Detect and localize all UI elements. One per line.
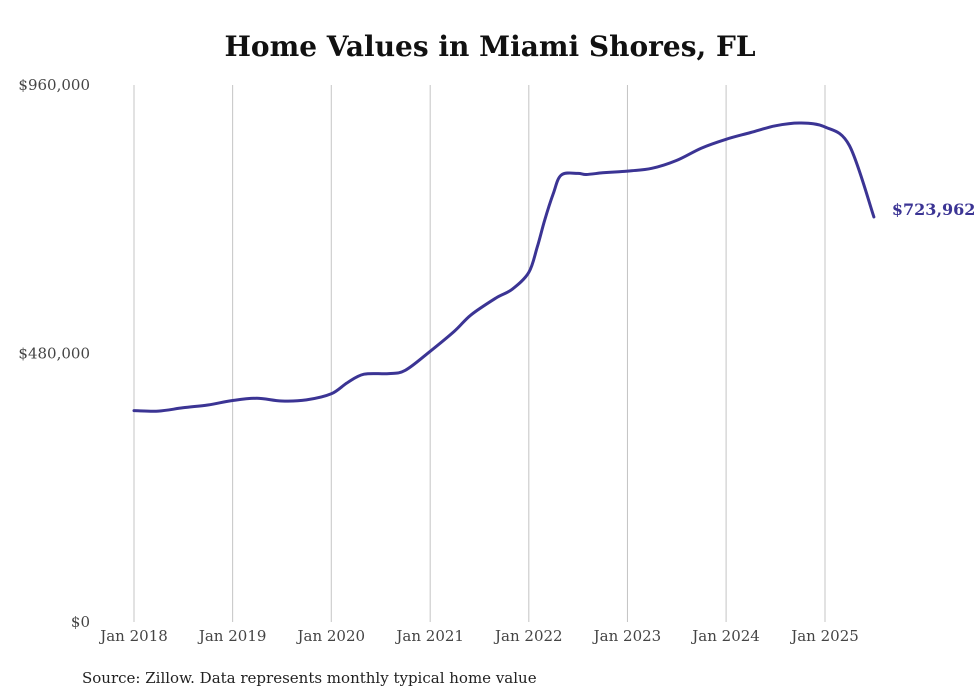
y-axis-ticks: $0 $480,000 $960,000 [18, 76, 90, 631]
y-tick-label: $480,000 [18, 345, 90, 363]
x-tick-label: Jan 2021 [394, 627, 464, 645]
x-tick-label: Jan 2020 [295, 627, 365, 645]
series-line-home-value [132, 121, 876, 413]
x-tick-label: Jan 2022 [493, 627, 563, 645]
x-tick-label: Jan 2018 [98, 627, 168, 645]
end-value-label: $723,962 [892, 200, 976, 219]
y-tick-label: $960,000 [18, 76, 90, 94]
x-tick-label: Jan 2023 [592, 627, 662, 645]
gridlines [133, 85, 826, 622]
source-note: Source: Zillow. Data represents monthly … [82, 669, 537, 687]
x-tick-label: Jan 2025 [789, 627, 859, 645]
x-tick-label: Jan 2019 [197, 627, 267, 645]
x-tick-label: Jan 2024 [690, 627, 760, 645]
y-tick-label: $0 [71, 613, 90, 631]
x-axis-ticks: Jan 2018 Jan 2019 Jan 2020 Jan 2021 Jan 2022… [98, 627, 859, 645]
chart-title: Home Values in Miami Shores, FL [224, 30, 756, 63]
